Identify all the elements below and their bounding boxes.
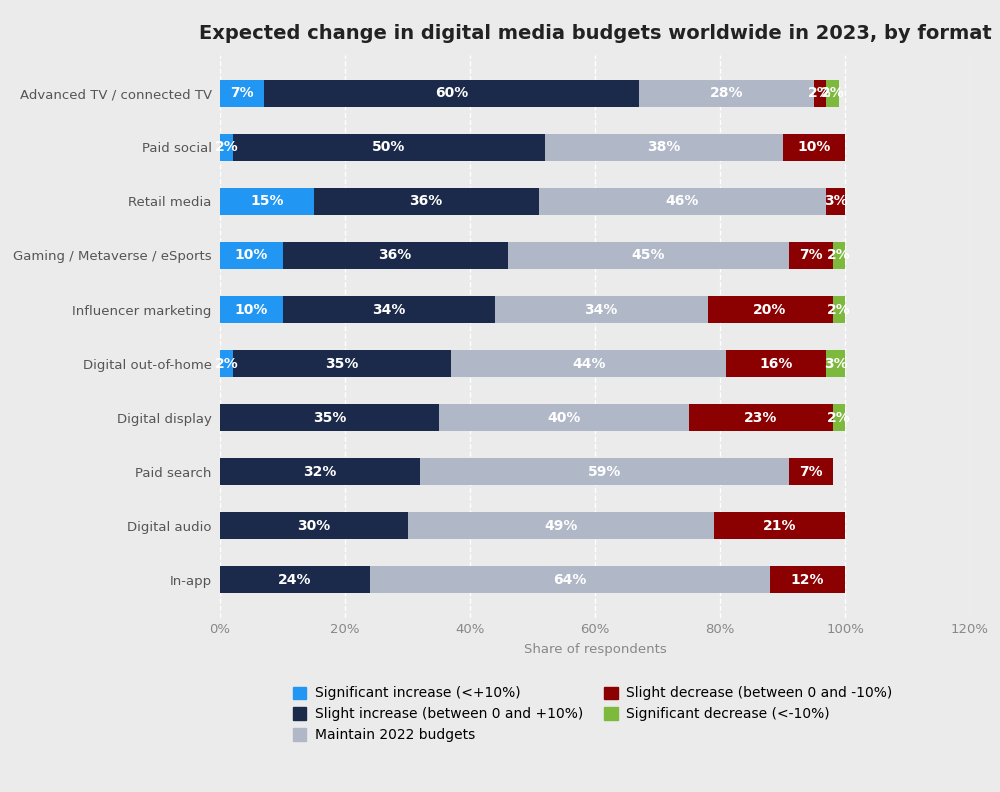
Text: 44%: 44% bbox=[572, 356, 606, 371]
Bar bbox=[689, 404, 832, 431]
Bar bbox=[508, 242, 789, 269]
Text: 38%: 38% bbox=[647, 140, 680, 154]
Text: 64%: 64% bbox=[553, 573, 587, 587]
Bar bbox=[220, 512, 408, 539]
Text: 60%: 60% bbox=[435, 86, 468, 101]
Bar bbox=[220, 188, 314, 215]
Text: 28%: 28% bbox=[710, 86, 743, 101]
Bar bbox=[826, 80, 839, 107]
Bar bbox=[545, 134, 782, 161]
Bar bbox=[826, 188, 845, 215]
Bar bbox=[539, 188, 826, 215]
Text: 49%: 49% bbox=[544, 519, 577, 533]
Text: 40%: 40% bbox=[547, 411, 580, 425]
Text: 16%: 16% bbox=[760, 356, 793, 371]
Text: 46%: 46% bbox=[666, 194, 699, 208]
Bar bbox=[770, 566, 845, 593]
Text: 50%: 50% bbox=[372, 140, 405, 154]
Text: 45%: 45% bbox=[631, 249, 665, 262]
Bar bbox=[220, 459, 420, 485]
Text: 34%: 34% bbox=[585, 303, 618, 317]
Bar bbox=[314, 188, 539, 215]
Text: 36%: 36% bbox=[378, 249, 412, 262]
Bar bbox=[832, 242, 845, 269]
Text: 24%: 24% bbox=[278, 573, 312, 587]
Text: 23%: 23% bbox=[744, 411, 777, 425]
Text: 7%: 7% bbox=[230, 86, 254, 101]
Text: 2%: 2% bbox=[214, 140, 238, 154]
Text: 10%: 10% bbox=[235, 303, 268, 317]
Text: 2%: 2% bbox=[827, 303, 851, 317]
Bar bbox=[708, 296, 832, 323]
Text: 2%: 2% bbox=[808, 86, 832, 101]
Bar bbox=[220, 404, 439, 431]
Bar bbox=[283, 296, 495, 323]
Text: 7%: 7% bbox=[799, 249, 822, 262]
Text: 2%: 2% bbox=[827, 411, 851, 425]
Bar bbox=[639, 80, 814, 107]
Bar bbox=[782, 134, 845, 161]
Bar bbox=[832, 296, 845, 323]
Text: 15%: 15% bbox=[250, 194, 284, 208]
Bar bbox=[220, 296, 283, 323]
Bar bbox=[220, 134, 232, 161]
Bar bbox=[789, 459, 832, 485]
Bar bbox=[232, 134, 545, 161]
Text: 36%: 36% bbox=[410, 194, 443, 208]
Bar bbox=[789, 242, 832, 269]
Text: 2%: 2% bbox=[214, 356, 238, 371]
Bar bbox=[220, 242, 283, 269]
Bar bbox=[220, 350, 232, 377]
Bar bbox=[439, 404, 689, 431]
Bar bbox=[420, 459, 789, 485]
Bar bbox=[408, 512, 714, 539]
Bar bbox=[451, 350, 726, 377]
Bar bbox=[220, 80, 264, 107]
Text: 10%: 10% bbox=[235, 249, 268, 262]
Text: 21%: 21% bbox=[763, 519, 796, 533]
Text: 20%: 20% bbox=[753, 303, 787, 317]
Text: 32%: 32% bbox=[303, 465, 337, 479]
Bar bbox=[370, 566, 770, 593]
Text: 35%: 35% bbox=[313, 411, 346, 425]
Bar bbox=[726, 350, 826, 377]
Bar bbox=[814, 80, 826, 107]
Text: 59%: 59% bbox=[588, 465, 621, 479]
Bar bbox=[495, 296, 708, 323]
Text: 3%: 3% bbox=[824, 356, 847, 371]
X-axis label: Share of respondents: Share of respondents bbox=[524, 643, 666, 657]
Text: 35%: 35% bbox=[325, 356, 359, 371]
Title: Expected change in digital media budgets worldwide in 2023, by format: Expected change in digital media budgets… bbox=[199, 24, 991, 43]
Bar bbox=[283, 242, 508, 269]
Bar bbox=[220, 566, 370, 593]
Bar bbox=[714, 512, 845, 539]
Bar bbox=[232, 350, 451, 377]
Text: 34%: 34% bbox=[372, 303, 405, 317]
Bar bbox=[832, 404, 845, 431]
Legend: Significant increase (<+10%), Slight increase (between 0 and +10%), Maintain 202: Significant increase (<+10%), Slight inc… bbox=[287, 681, 898, 748]
Text: 2%: 2% bbox=[827, 249, 851, 262]
Bar bbox=[826, 350, 845, 377]
Text: 2%: 2% bbox=[821, 86, 844, 101]
Text: 30%: 30% bbox=[297, 519, 330, 533]
Text: 7%: 7% bbox=[799, 465, 822, 479]
Bar bbox=[264, 80, 639, 107]
Text: 12%: 12% bbox=[791, 573, 824, 587]
Text: 3%: 3% bbox=[824, 194, 847, 208]
Text: 10%: 10% bbox=[797, 140, 830, 154]
